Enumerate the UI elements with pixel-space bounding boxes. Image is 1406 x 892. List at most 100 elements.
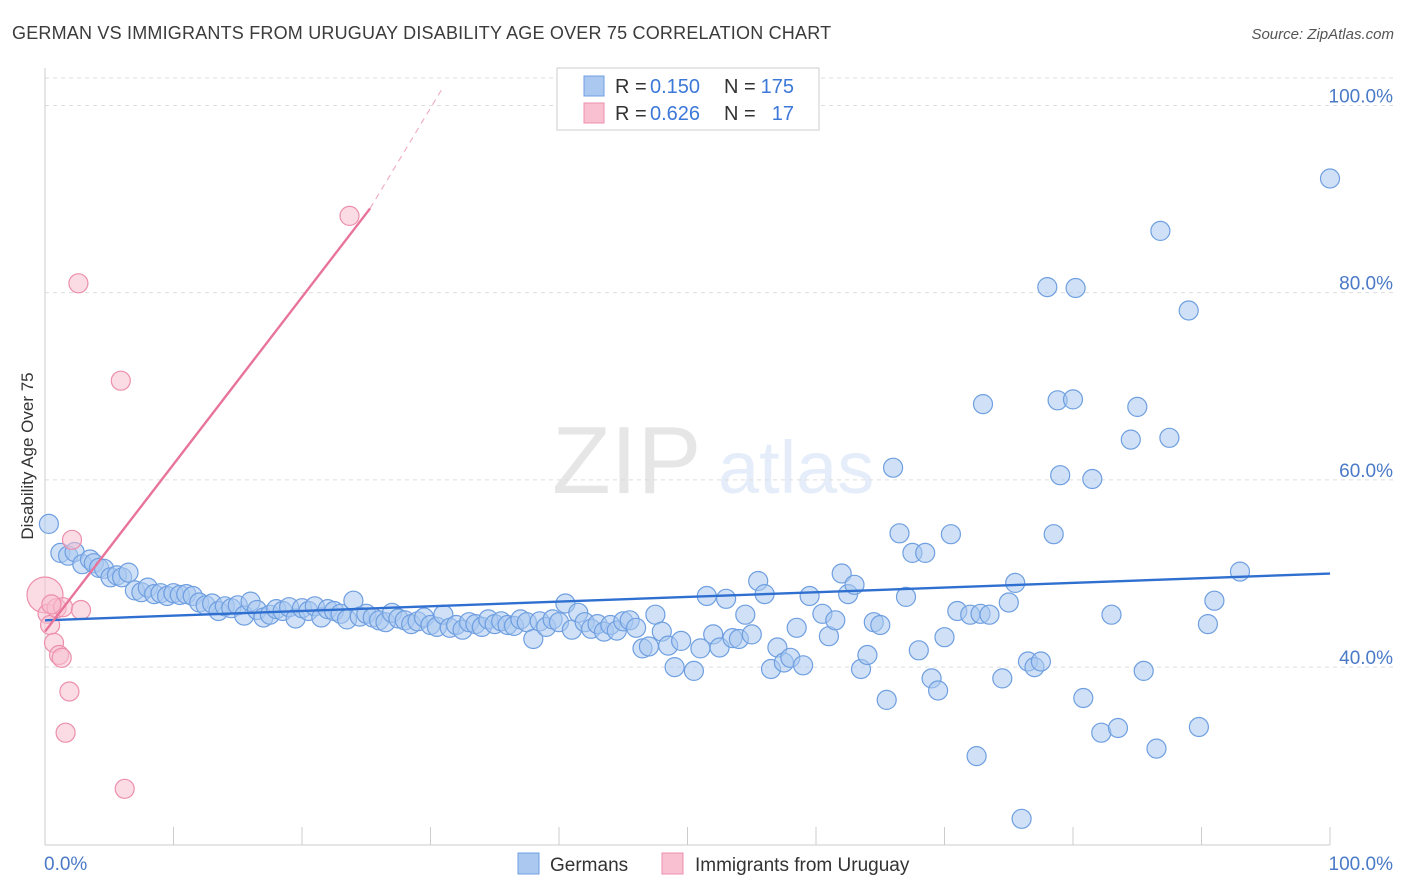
germans-point-98 [670,630,692,652]
germans-points [38,168,1341,829]
legend-r-label-uruguay: R = [615,103,647,125]
legend-r-value-germans: 0.150 [650,76,700,98]
stats-legend: R = 0.150 N = 175 R = 0.626 N = 17 [556,67,820,131]
germans-point-91 [625,617,647,638]
y-tick-label-80: 80.0% [1339,274,1393,295]
germans-point-127 [870,614,891,636]
germans-point-133 [908,640,929,661]
germans-point-136 [927,680,949,701]
uruguay-point-13 [114,778,135,799]
legend-r-value-uruguay: 0.626 [650,103,700,125]
germans-point-163 [1120,429,1141,450]
uruguay-point-10 [68,273,89,294]
uruguay-trend-line [44,207,372,633]
germans-point-151 [1030,651,1052,672]
legend-n-label-germans: N = [724,76,756,98]
germans-point-155 [1050,465,1071,486]
germans-point-145 [992,668,1013,689]
y-axis-label: Disability Age Over 75 [18,372,37,539]
germans-point-75 [523,628,544,650]
germans-point-12 [118,562,139,583]
germans-trend-line [44,572,1331,622]
uruguay-point-11 [70,599,92,621]
chart-source: Source: ZipAtlas.com [1251,26,1394,43]
germans-point-141 [966,745,987,767]
germans-point-137 [934,627,955,648]
series-legend-swatch-uruguay [661,852,684,875]
y-tick-labels: 40.0% 60.0% 80.0% 100.0% [1329,86,1394,669]
legend-n-value-uruguay: 17 [772,103,794,125]
legend-n-value-germans: 175 [761,76,794,98]
uruguay-point-15 [51,647,72,668]
germans-point-0 [38,513,60,535]
series-legend-swatch-germans [517,852,540,875]
germans-point-173 [1229,561,1251,582]
germans-point-138 [940,524,962,545]
legend-r-label-germans: R = [615,76,647,98]
series-legend: Germans Immigrants from Uruguay [517,852,910,876]
germans-point-134 [915,542,936,564]
germans-point-143 [972,394,994,415]
germans-point-129 [882,457,904,478]
germans-point-131 [895,586,917,608]
legend-n-label-uruguay: N = [724,103,756,125]
uruguay-point-12 [110,370,131,391]
watermark-atlas: atlas [718,426,874,509]
germans-point-130 [889,523,910,544]
germans-point-169 [1178,300,1199,321]
germans-point-168 [1159,427,1180,448]
watermark-zip: ZIP [552,407,701,514]
uruguay-point-14 [339,205,360,226]
uruguay-point-16 [41,594,62,615]
x-tick-label-max: 100.0% [1329,854,1394,875]
germans-point-156 [1062,389,1084,410]
germans-point-121 [831,563,852,584]
germans-point-171 [1197,613,1219,635]
uruguay-points [26,205,360,799]
germans-point-160 [1091,722,1112,743]
germans-point-157 [1065,277,1086,299]
germans-point-107 [735,604,756,625]
germans-point-115 [786,617,807,638]
germans-point-161 [1101,604,1122,625]
germans-point-120 [825,610,846,631]
germans-point-170 [1188,716,1210,738]
germans-point-125 [857,644,878,666]
watermark: ZIP atlas [552,407,874,514]
germans-point-128 [876,689,897,711]
uruguay-point-8 [59,681,80,702]
germans-point-158 [1073,687,1094,709]
germans-point-146 [998,592,1019,613]
y-tick-label-100: 100.0% [1329,86,1394,107]
germans-point-174 [1319,168,1341,189]
germans-point-165 [1133,660,1154,682]
germans-point-159 [1082,468,1103,490]
legend-swatch-germans [583,75,605,97]
germans-point-104 [715,588,737,609]
germans-point-167 [1150,220,1171,241]
germans-point-97 [664,656,685,678]
y-tick-label-60: 60.0% [1339,461,1393,482]
germans-point-116 [792,655,814,676]
uruguay-point-9 [61,529,83,550]
chart-title: GERMAN VS IMMIGRANTS FROM URUGUAY DISABI… [12,23,831,43]
germans-point-144 [979,604,1000,625]
germans-point-108 [741,624,762,645]
trend-lines [44,86,1331,633]
series-legend-label-germans: Germans [550,855,628,876]
germans-point-117 [799,585,820,607]
germans-point-93 [638,636,660,657]
germans-point-147 [1005,572,1026,594]
germans-point-172 [1204,590,1225,611]
germans-point-164 [1127,396,1148,417]
x-ticks [173,827,1331,845]
uruguay-trend-extension [369,86,444,209]
germans-point-99 [683,660,705,682]
germans-point-153 [1043,524,1064,545]
germans-point-148 [1011,808,1032,829]
x-tick-label-min: 0.0% [44,854,87,875]
legend-swatch-uruguay [583,102,605,124]
germans-point-152 [1037,277,1058,298]
series-legend-label-uruguay: Immigrants from Uruguay [695,855,910,876]
